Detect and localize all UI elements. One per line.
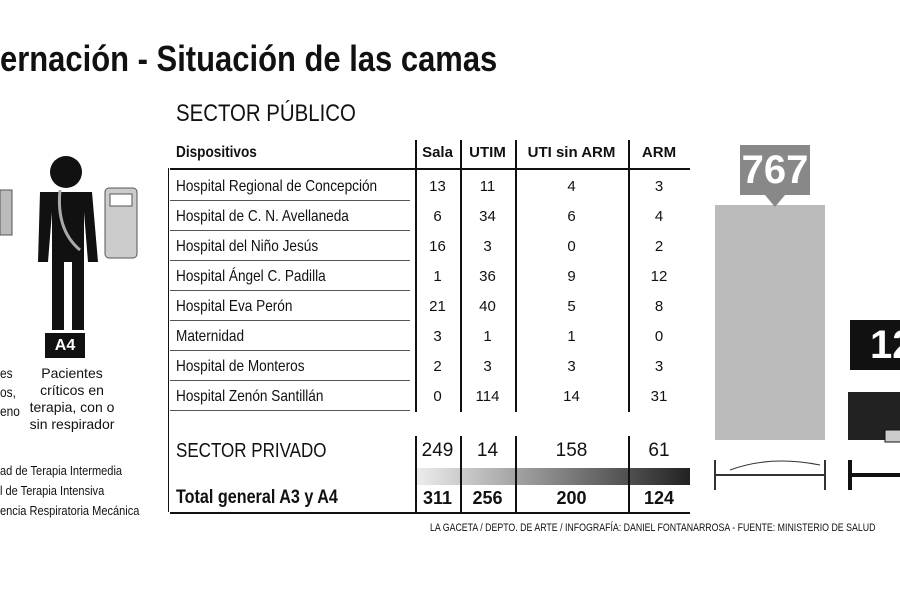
row-label: Hospital de Monteros: [176, 358, 305, 375]
beds-illustration: [714, 145, 900, 490]
cell: 3: [483, 358, 492, 375]
section-title: SECTOR PÚBLICO: [176, 100, 356, 127]
col-rule: [515, 140, 517, 412]
rule: [170, 260, 410, 261]
cell: 200: [556, 488, 587, 508]
cell: 61: [648, 440, 670, 461]
cell: 114: [475, 388, 500, 405]
cut-text: eno: [0, 403, 20, 419]
cut-text: os,: [0, 384, 16, 400]
cell: 1: [567, 328, 576, 345]
cell: 256: [472, 488, 503, 508]
col-rule: [168, 168, 169, 512]
cell: Sala: [422, 144, 453, 161]
cell: 14: [476, 440, 499, 461]
title: ernación - Situación de las camas: [0, 38, 498, 79]
col-rule: [515, 436, 517, 512]
rule: [170, 168, 690, 170]
row-label: Hospital del Niño Jesús: [176, 238, 319, 255]
patient-illustration: [0, 156, 138, 330]
rule: [170, 290, 410, 291]
cell: 1: [483, 328, 492, 345]
cell: 2: [433, 358, 442, 375]
cell: 4: [567, 178, 576, 195]
rule: [170, 350, 410, 351]
cell: 13: [429, 178, 446, 195]
cell: 0: [433, 388, 442, 405]
cell: 36: [479, 268, 496, 285]
rule: [170, 512, 690, 514]
cell: 3: [567, 358, 576, 375]
cell: 0: [654, 328, 664, 345]
row-label: Hospital de C. N. Avellaneda: [176, 208, 349, 225]
cell: 1: [433, 268, 442, 285]
caption-line: sin respirador: [29, 416, 115, 432]
cell: 11: [479, 178, 496, 195]
row-label: Total general A3 y A4: [176, 487, 338, 508]
cell: 3: [654, 358, 664, 375]
cell: 3: [483, 238, 492, 255]
cell: 9: [567, 268, 576, 285]
row-label: Hospital Regional de Concepción: [176, 178, 378, 195]
row-label: SECTOR PRIVADO: [176, 440, 327, 462]
cell: UTI sin ARM: [527, 144, 616, 161]
rule: [170, 410, 410, 411]
cell: 31: [650, 388, 668, 405]
credit: LA GACETA / DEPTO. DE ARTE / INFOGRAFÍA:…: [430, 522, 876, 534]
cell: 124: [643, 488, 675, 508]
rule: [170, 200, 410, 201]
cell: 4: [654, 208, 664, 225]
caption-line: terapia, con o: [29, 399, 115, 415]
row-label: Hospital Eva Perón: [176, 298, 293, 315]
cell: 16: [429, 238, 446, 255]
cell: 12: [650, 268, 668, 285]
col-rule: [628, 436, 630, 512]
col-rule: [415, 140, 417, 412]
cell: 6: [433, 208, 442, 225]
big-number: 767: [741, 148, 809, 192]
cell: UTIM: [469, 144, 506, 161]
cell: 311: [422, 488, 453, 508]
cell: ARM: [641, 144, 677, 161]
cell: 2: [654, 238, 664, 255]
rule: [170, 380, 410, 381]
cell: 3: [654, 178, 664, 195]
cell: 3: [433, 328, 442, 345]
cell: 6: [567, 208, 576, 225]
row-label: Dispositivos: [176, 144, 257, 161]
rule: [170, 320, 410, 321]
small-number: 12: [870, 323, 900, 367]
gradient-bar: [415, 468, 690, 485]
col-rule: [415, 436, 417, 512]
cut-text: es: [0, 365, 13, 381]
row-label: Hospital Ángel C. Padilla: [176, 268, 326, 285]
cell: 8: [654, 298, 664, 315]
col-rule: [460, 140, 462, 412]
caption-line: críticos en: [40, 382, 104, 398]
legend-line: ad de Terapia Intermedia: [0, 463, 123, 478]
cell: 249: [421, 440, 454, 461]
cell: 34: [479, 208, 496, 225]
legend-line: encia Respiratoria Mecánica: [0, 503, 140, 518]
row-label: Maternidad: [176, 328, 245, 345]
col-rule: [460, 436, 462, 512]
col-rule: [628, 140, 630, 412]
caption-line: Pacientes: [41, 365, 103, 381]
cell: 21: [429, 298, 446, 315]
cell: 14: [563, 388, 580, 405]
legend-line: l de Terapia Intensiva: [0, 483, 105, 498]
rule: [170, 230, 410, 231]
cell: 5: [567, 298, 576, 315]
badge: A4: [45, 333, 85, 358]
cell: 158: [555, 440, 588, 461]
cell: 0: [567, 238, 576, 255]
cell: 40: [479, 298, 496, 315]
row-label: Hospital Zenón Santillán: [176, 388, 324, 405]
